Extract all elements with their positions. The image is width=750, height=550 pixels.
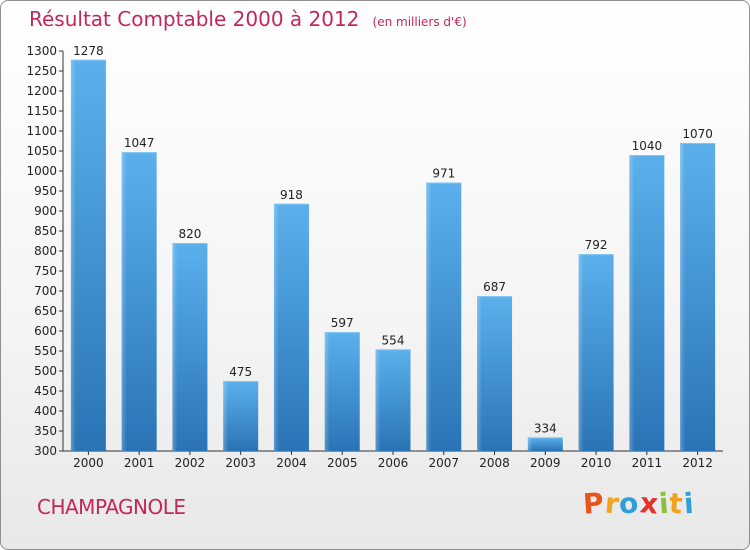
data-label-2010: 792: [585, 238, 608, 252]
bar-highlight: [70, 59, 76, 452]
y-tick-label: 1000: [26, 164, 57, 178]
x-tick-label: 2008: [479, 456, 510, 470]
bar-2006: [375, 349, 411, 451]
y-tick-label: 1250: [26, 64, 57, 78]
proxiti-logo[interactable]: Proxiti: [581, 486, 696, 521]
bar-2008: [477, 296, 513, 451]
bar-highlight: [121, 152, 127, 451]
x-axis: 2000 2001 2002 2003 2004 2005 2006 2007 2008 2009…: [63, 450, 723, 470]
y-tick-label: 700: [34, 284, 57, 298]
x-tick-label: 2002: [175, 456, 206, 470]
bar-highlight: [426, 182, 432, 451]
x-tick-label: 2003: [225, 456, 256, 470]
bar-highlight: [680, 143, 686, 451]
bar-2004: [273, 203, 309, 451]
bar-2011: [629, 155, 665, 451]
y-tick-label: 1050: [26, 144, 57, 158]
bar-highlight: [578, 254, 584, 451]
bar-2003: [223, 381, 259, 451]
y-tick-label: 400: [34, 404, 57, 418]
data-label-2006: 554: [382, 333, 405, 347]
bar-highlight: [629, 155, 635, 451]
data-label-2005: 597: [331, 316, 354, 330]
logo-letter: i: [682, 486, 696, 521]
x-tick-label: 2007: [428, 456, 459, 470]
bar-2000: [70, 59, 106, 452]
chart-title: Résultat Comptable 2000 à 2012: [29, 7, 360, 31]
data-label-2007: 971: [432, 167, 455, 181]
bar-highlight: [223, 381, 229, 451]
y-tick-label: 300: [34, 444, 57, 458]
bars: 1278 1047 820 475 918 597 554 971 687 334 792 1040 1…: [70, 44, 716, 452]
bar-2010: [578, 254, 614, 451]
y-tick-label: 950: [34, 184, 57, 198]
bar-2001: [121, 152, 157, 451]
data-label-2003: 475: [229, 365, 252, 379]
y-tick-label: 1300: [26, 44, 57, 58]
bar-2005: [324, 332, 360, 451]
title-row: Résultat Comptable 2000 à 2012 (en milli…: [29, 7, 467, 31]
y-tick-label: 350: [34, 424, 57, 438]
x-tick-label: 2000: [73, 456, 104, 470]
y-tick-label: 800: [34, 244, 57, 258]
x-tick-label: 2012: [682, 456, 713, 470]
y-tick-label: 1150: [26, 104, 57, 118]
bar-2002: [172, 243, 208, 451]
bar-highlight: [172, 243, 178, 451]
y-axis: 300 350 400 450 500 550 600 650 700 750 800 850 900 9…: [26, 44, 64, 458]
bar-highlight: [527, 437, 533, 451]
y-tick-label: 450: [34, 384, 57, 398]
y-tick-label: 1100: [26, 124, 57, 138]
data-label-2009: 334: [534, 421, 557, 435]
bar-2007: [426, 182, 462, 451]
x-tick-label: 2009: [530, 456, 561, 470]
bar-highlight: [477, 296, 483, 451]
bar-highlight: [273, 203, 279, 451]
x-tick-label: 2001: [124, 456, 155, 470]
x-tick-label: 2011: [632, 456, 663, 470]
bar-2012: [680, 143, 716, 451]
y-tick-label: 1200: [26, 84, 57, 98]
x-tick-label: 2006: [378, 456, 409, 470]
y-tick-label: 550: [34, 344, 57, 358]
chart-subtitle: (en milliers d'€): [372, 15, 467, 29]
bar-highlight: [375, 349, 381, 451]
data-label-2008: 687: [483, 280, 506, 294]
y-tick-label: 650: [34, 304, 57, 318]
logo-letter: x: [638, 486, 661, 521]
data-label-2011: 1040: [632, 139, 663, 153]
x-tick-label: 2005: [327, 456, 358, 470]
bar-2009: [527, 437, 563, 451]
y-tick-label: 900: [34, 204, 57, 218]
logo-letter: P: [581, 486, 606, 521]
y-tick-label: 750: [34, 264, 57, 278]
data-label-2000: 1278: [73, 44, 104, 58]
data-label-2004: 918: [280, 188, 303, 202]
data-label-2002: 820: [178, 227, 201, 241]
data-label-2001: 1047: [124, 136, 155, 150]
data-label-2012: 1070: [682, 127, 713, 141]
x-tick-label: 2010: [581, 456, 612, 470]
bar-highlight: [324, 332, 330, 451]
x-tick-label: 2004: [276, 456, 307, 470]
logo-letter: o: [618, 486, 641, 521]
y-tick-label: 600: [34, 324, 57, 338]
y-tick-label: 850: [34, 224, 57, 238]
y-tick-label: 500: [34, 364, 57, 378]
commune-name: CHAMPAGNOLE: [37, 495, 186, 519]
